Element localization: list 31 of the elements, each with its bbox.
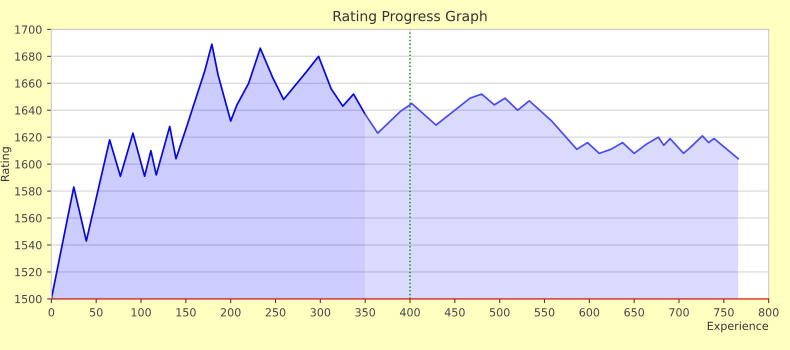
x-tick-label: 550 (534, 308, 554, 317)
y-tick-label: 1580 (15, 187, 42, 196)
y-tick-label: 1600 (15, 160, 42, 169)
x-tick-label: 200 (220, 308, 241, 317)
x-tick-label: 800 (758, 308, 779, 317)
x-tick-label: 150 (176, 308, 196, 317)
x-tick-label: 400 (400, 308, 420, 317)
x-tick-label: 750 (714, 308, 734, 317)
y-tick-label: 1500 (15, 294, 42, 304)
chart-title: Rating Progress Graph (334, 10, 487, 24)
y-tick-label: 1680 (15, 52, 42, 61)
x-tick-label: 350 (355, 308, 376, 317)
x-tick-label: 650 (624, 308, 644, 317)
y-tick-label: 1620 (15, 133, 42, 142)
x-tick-label: 50 (90, 308, 103, 317)
y-tick-label: 1700 (15, 25, 42, 34)
x-tick-label: 0 (48, 308, 54, 317)
x-tick-label: 100 (132, 308, 151, 317)
x-tick-label: 300 (310, 308, 330, 317)
x-tick-label: 700 (669, 308, 689, 317)
y-tick-label: 1560 (15, 214, 42, 222)
x-axis-title: Experience (708, 321, 768, 332)
y-axis-title: Rating (0, 147, 12, 181)
x-tick-label: 250 (266, 308, 286, 317)
y-tick-label: 1540 (15, 240, 42, 250)
y-tick-label: 1660 (15, 79, 42, 88)
x-tick-label: 600 (580, 308, 600, 317)
y-tick-label: 1640 (15, 106, 42, 115)
y-tick-label: 1520 (15, 268, 42, 276)
x-tick-label: 450 (444, 308, 465, 317)
x-tick-label: 500 (490, 308, 510, 317)
